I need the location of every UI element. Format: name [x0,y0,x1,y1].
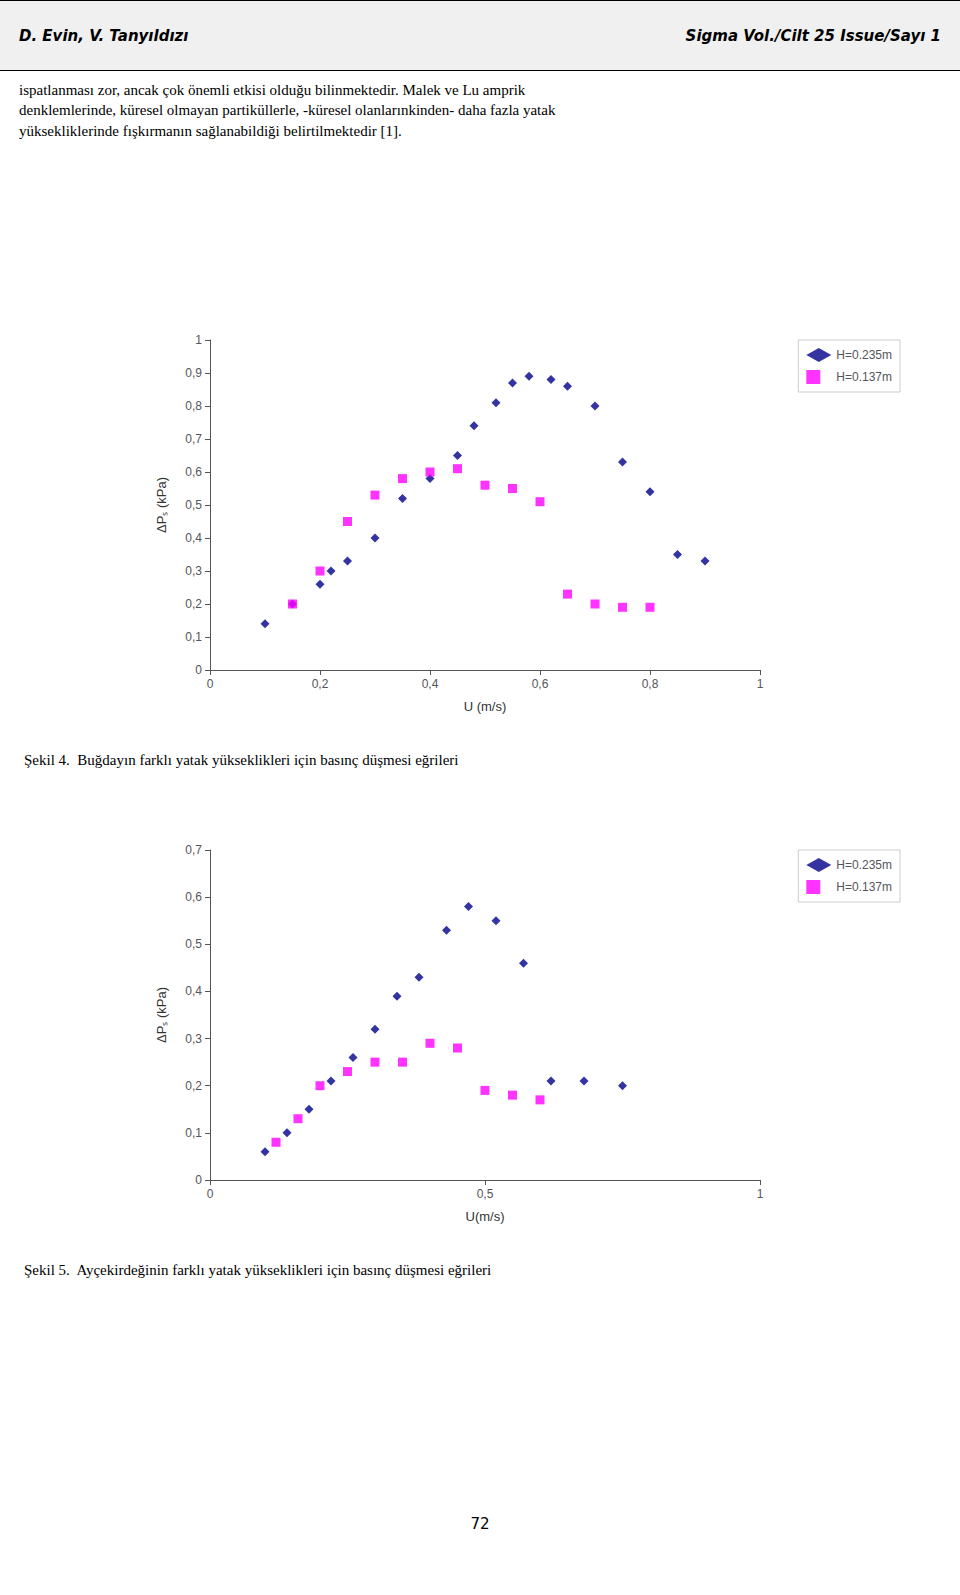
svg-text:0,2: 0,2 [185,597,202,611]
svg-text:0: 0 [207,1187,214,1201]
svg-text:0,4: 0,4 [185,984,202,998]
svg-text:ΔPₛ (kPa): ΔPₛ (kPa) [154,987,169,1043]
html-text:D. Evin, V. Tanyıldızı: D. Evin, V. Tanyıldızı [19,26,189,45]
svg-text:0,6: 0,6 [185,890,202,904]
svg-text:0,5: 0,5 [185,937,202,951]
svg-text:0: 0 [195,1173,202,1187]
svg-text:0,9: 0,9 [185,366,202,380]
svg-text:H=0.137m: H=0.137m [836,880,892,894]
svg-text:0: 0 [207,677,214,691]
svg-text:0,7: 0,7 [185,843,202,857]
svg-text:1: 1 [757,677,764,691]
svg-text:Şekil 4. Buğdayın farklı yata: Şekil 4. Buğdayın farklı yatak yükseklik… [24,752,459,768]
html-text:Sigma Vol./Cilt 25 Issue/Sayı: Sigma Vol./Cilt 25 Issue/Sayı 1 [685,26,941,45]
html-text:ispatlanması zor, ancak çok ön: ispatlanması zor, ancak çok önemli etkis… [19,82,556,139]
svg-text:1: 1 [757,1187,764,1201]
svg-text:0,1: 0,1 [185,630,202,644]
svg-text:0,8: 0,8 [185,399,202,413]
svg-text:ΔPₛ (kPa): ΔPₛ (kPa) [154,477,169,533]
svg-text:0,1: 0,1 [185,1126,202,1140]
svg-text:0,2: 0,2 [185,1079,202,1093]
svg-text:0,2: 0,2 [312,677,329,691]
svg-text:H=0.235m: H=0.235m [836,348,892,362]
svg-text:H=0.235m: H=0.235m [836,858,892,872]
svg-text:0,4: 0,4 [422,677,439,691]
svg-text:0,6: 0,6 [532,677,549,691]
svg-text:0,3: 0,3 [185,1032,202,1046]
svg-text:0: 0 [195,663,202,677]
svg-text:U(m/s): U(m/s) [466,1209,505,1224]
svg-text:1: 1 [195,333,202,347]
html-text:72: 72 [470,1515,490,1533]
svg-text:0,5: 0,5 [185,498,202,512]
svg-text:0,4: 0,4 [185,531,202,545]
svg-text:0,5: 0,5 [477,1187,494,1201]
svg-text:0,6: 0,6 [185,465,202,479]
svg-text:H=0.137m: H=0.137m [836,370,892,384]
svg-text:0,8: 0,8 [642,677,659,691]
svg-text:U (m/s): U (m/s) [464,699,507,714]
svg-text:Şekil 5. Ayçekirdeğinin farkl: Şekil 5. Ayçekirdeğinin farklı yatak yük… [24,1262,491,1278]
svg-text:0,7: 0,7 [185,432,202,446]
svg-text:0,3: 0,3 [185,564,202,578]
